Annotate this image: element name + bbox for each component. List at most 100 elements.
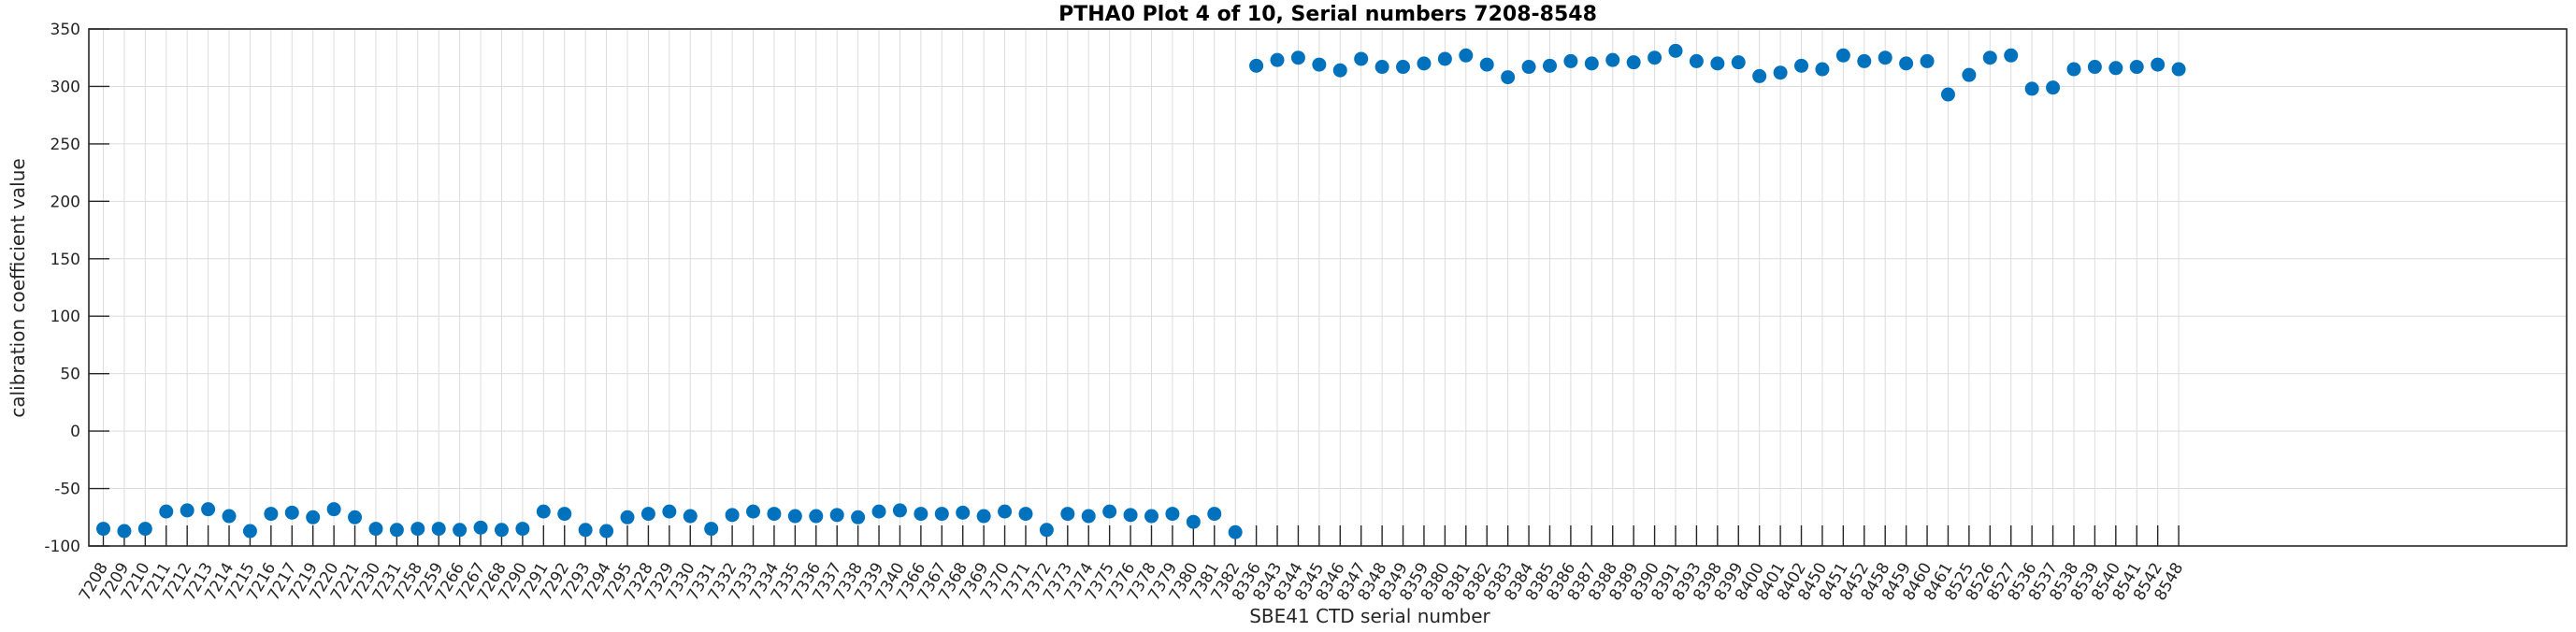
data-point (1039, 523, 1054, 538)
data-point (809, 509, 824, 524)
plot-title: PTHA0 Plot 4 of 10, Serial numbers 7208-… (1058, 3, 1597, 26)
data-point (264, 507, 279, 522)
data-point (892, 503, 907, 518)
data-point (515, 522, 530, 537)
data-point (1920, 53, 1935, 68)
y-tick-label: -100 (44, 538, 80, 556)
data-point (1479, 57, 1494, 72)
data-point (494, 523, 509, 538)
data-point (578, 523, 593, 538)
data-point (746, 504, 761, 519)
data-point (201, 502, 216, 517)
data-point (956, 505, 971, 520)
y-tick-label: 250 (50, 136, 80, 154)
data-point (536, 504, 551, 519)
data-point (1584, 56, 1599, 71)
data-point (1878, 50, 1892, 65)
data-point (1102, 504, 1117, 519)
data-point (914, 507, 928, 522)
data-point (2129, 60, 2144, 75)
data-point (934, 507, 949, 522)
x-axis-label: SBE41 CTD serial number (1249, 605, 1490, 627)
data-point (1815, 62, 1830, 77)
y-tick-label: 200 (50, 193, 80, 211)
data-point (1228, 524, 1243, 539)
data-point (1081, 509, 1096, 524)
axis-box-border (88, 28, 2568, 547)
data-point (117, 524, 132, 539)
data-point (1857, 53, 1872, 68)
data-point (1521, 60, 1536, 75)
axis-box (88, 28, 2568, 547)
data-point (180, 503, 194, 518)
data-point (348, 510, 363, 524)
data-point (725, 508, 740, 523)
data-point (1186, 514, 1201, 529)
data-point (1018, 507, 1033, 522)
data-point (1290, 50, 1305, 65)
data-point (683, 509, 698, 524)
grid-layer (89, 29, 2567, 546)
y-tick-label: 50 (60, 366, 80, 384)
data-point (620, 510, 635, 524)
data-point (1940, 87, 1955, 102)
y-tick-label: 100 (50, 308, 80, 326)
data-point (368, 522, 383, 537)
data-point (2046, 80, 2061, 95)
data-point (557, 507, 572, 522)
data-point (1710, 56, 1725, 71)
data-point (431, 522, 446, 537)
data-point (1396, 60, 1411, 75)
data-point (1144, 509, 1158, 524)
data-point (1689, 53, 1704, 68)
data-point (1332, 63, 1347, 78)
data-point (222, 509, 237, 524)
data-point (976, 509, 991, 524)
data-point (1542, 58, 1557, 73)
data-point (2087, 60, 2102, 75)
y-tick-label-layer: -100 -50 0 50 100 150 200 250 300 350 (44, 21, 80, 556)
data-point (1563, 53, 1578, 68)
y-tick-label: -50 (54, 481, 80, 499)
data-point (1605, 52, 1620, 67)
data-point (1270, 52, 1285, 67)
y-tick-label: 0 (70, 423, 80, 441)
y-tick-label: 300 (50, 78, 80, 96)
data-point (1626, 55, 1641, 70)
data-point (1899, 56, 1914, 71)
data-point (871, 504, 886, 519)
data-point (1165, 507, 1180, 522)
data-point-layer (96, 43, 2186, 539)
data-point (998, 504, 1013, 519)
data-point (2151, 57, 2166, 72)
data-point (767, 507, 782, 522)
data-point (2004, 48, 2019, 63)
data-point (851, 510, 866, 524)
data-point (96, 522, 110, 537)
data-point (1982, 50, 1997, 65)
y-tick-label: 150 (50, 251, 80, 269)
data-point (2024, 81, 2039, 96)
data-point (704, 522, 719, 537)
data-point (326, 502, 341, 517)
data-point (306, 510, 321, 524)
data-point (2066, 62, 2081, 77)
data-point (1374, 60, 1389, 75)
data-point (284, 505, 299, 520)
data-point (640, 507, 655, 522)
data-point (1437, 51, 1452, 66)
data-point (410, 522, 425, 537)
x-tick-label-layer: 7208720972107211721272137214721572167217… (76, 560, 2188, 604)
data-point (1835, 48, 1850, 63)
data-point (787, 509, 802, 524)
data-point (662, 504, 677, 519)
data-point (1794, 58, 1809, 73)
data-point (1648, 50, 1662, 65)
data-point (242, 524, 257, 539)
y-tick-label: 350 (50, 21, 80, 39)
data-point (1731, 55, 1746, 70)
data-point (137, 522, 152, 537)
data-point (1752, 68, 1767, 83)
